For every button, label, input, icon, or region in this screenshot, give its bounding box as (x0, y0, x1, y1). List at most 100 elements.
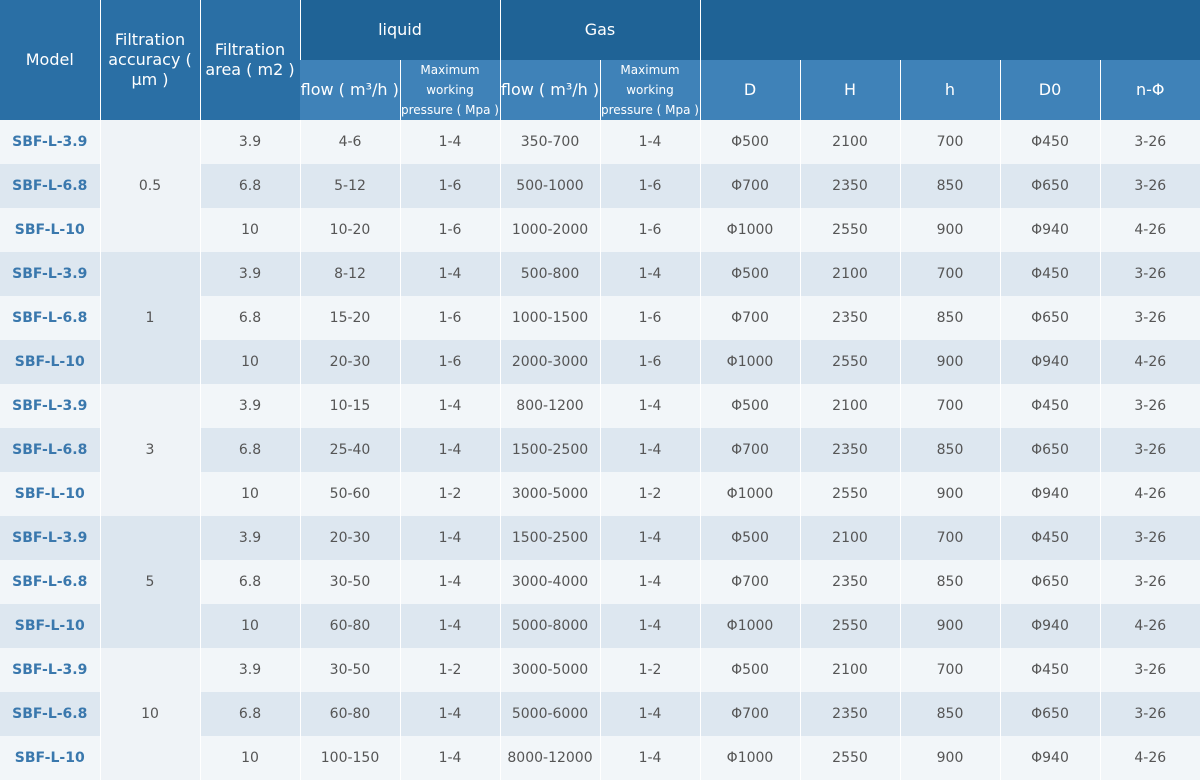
model-cell: SBF-L-3.9 (0, 384, 100, 428)
model-cell: SBF-L-10 (0, 736, 100, 780)
table-cell: 850 (899, 164, 1000, 208)
table-cell: 850 (899, 296, 1000, 340)
table-cell: 1-4 (399, 604, 500, 648)
table-cell: Φ450 (999, 648, 1100, 692)
table-cell: 1-6 (399, 340, 500, 384)
table-cell: 2550 (799, 736, 900, 780)
table-row: SBF-L-3.9 10 3.9 30-50 1-2 3000-5000 1-2 Φ500 21… (0, 648, 1200, 780)
model-cell: SBF-L-6.8 (0, 560, 100, 604)
model-cell: SBF-L-10 (0, 208, 100, 252)
model-cell: SBF-L-6.8 (0, 164, 100, 208)
table-cell: 1-4 (599, 120, 700, 164)
model-cell: SBF-L-10 (0, 340, 100, 384)
table-cell: 6.8 (199, 692, 300, 736)
model-cell: SBF-L-3.9 (0, 252, 100, 296)
table-cell: 4-26 (1099, 604, 1200, 648)
header-cell: Model (0, 0, 100, 120)
header-cell: Maximum working pressure ( Mpa ) (399, 60, 500, 120)
table-cell: 3-26 (1099, 164, 1200, 208)
table-cell: Φ700 (699, 428, 800, 472)
header-cell: flow ( m³/h ) (499, 60, 600, 120)
table-row: SBF-L-10 10 50-60 1-2 3000-5000 1-2 Φ1000 2550 9… (0, 472, 1200, 516)
table-cell: 1-4 (399, 428, 500, 472)
header-cell: liquid (299, 0, 500, 60)
table-cell: 850 (899, 692, 1000, 736)
header-row: Model Filtration accuracy ( μm ) Filtrat… (0, 0, 1200, 120)
table-cell: 1-4 (399, 120, 500, 164)
table-cell: 3000-5000 (499, 472, 600, 516)
table-cell: 1-6 (399, 296, 500, 340)
table-cell: 1-4 (399, 252, 500, 296)
table-cell: 3.9 (199, 648, 300, 692)
table-cell: Φ940 (999, 736, 1100, 780)
table-cell: 3-26 (1099, 560, 1200, 604)
table-cell: 900 (899, 472, 1000, 516)
table-cell: Φ1000 (699, 208, 800, 252)
table-cell: 1000-1500 (499, 296, 600, 340)
table-cell: 1-4 (599, 384, 700, 428)
table-cell: 850 (899, 428, 1000, 472)
table-cell: Φ940 (999, 208, 1100, 252)
table-cell: 2350 (799, 560, 900, 604)
table-cell: 10 (199, 472, 300, 516)
table-cell: 2350 (799, 428, 900, 472)
table-cell: 6.8 (199, 296, 300, 340)
table-cell: 3-26 (1099, 296, 1200, 340)
table-cell: Φ1000 (699, 472, 800, 516)
table-cell: Φ500 (699, 516, 800, 560)
table-cell: 700 (899, 516, 1000, 560)
table-cell: Φ1000 (699, 340, 800, 384)
table-cell: 4-26 (1099, 472, 1200, 516)
accuracy-cell: 10 (99, 648, 200, 780)
table-cell: 2100 (799, 384, 900, 428)
table-cell: 1-2 (599, 472, 700, 516)
table-cell: Φ1000 (699, 604, 800, 648)
header-cell: D (699, 60, 800, 120)
table-cell: 6.8 (199, 428, 300, 472)
table-cell: 10-15 (299, 384, 400, 428)
table-cell: 100-150 (299, 736, 400, 780)
header-cell: Filtration accuracy ( μm ) (99, 0, 200, 120)
table-row: SBF-L-3.9 1 3.9 8-12 1-4 500-800 1-4 Φ500 2100 70… (0, 252, 1200, 384)
table-cell: 3000-4000 (499, 560, 600, 604)
table-cell: 1-6 (599, 340, 700, 384)
table-cell: 4-6 (299, 120, 400, 164)
header-blank (699, 0, 1200, 60)
table-cell: Φ650 (999, 164, 1100, 208)
table-cell: 500-1000 (499, 164, 600, 208)
table-cell: Φ700 (699, 692, 800, 736)
table-row: SBF-L-3.9 5 3.9 20-30 1-4 1500-2500 1-4 Φ500 210… (0, 516, 1200, 648)
table-cell: Φ940 (999, 340, 1100, 384)
table-cell: 1500-2500 (499, 428, 600, 472)
table-cell: 1-2 (599, 648, 700, 692)
table-cell: Φ940 (999, 604, 1100, 648)
table-cell: 1-6 (399, 208, 500, 252)
table-cell: 4-26 (1099, 208, 1200, 252)
header-cell: D0 (999, 60, 1100, 120)
header-cell: H (799, 60, 900, 120)
accuracy-cell: 1 (99, 252, 200, 384)
table-cell: 6.8 (199, 560, 300, 604)
table-cell: 5000-8000 (499, 604, 600, 648)
table-cell: 10-20 (299, 208, 400, 252)
table-cell: 1000-2000 (499, 208, 600, 252)
table-cell: 2550 (799, 340, 900, 384)
table-cell: 20-30 (299, 340, 400, 384)
table-cell: 2100 (799, 252, 900, 296)
model-cell: SBF-L-6.8 (0, 692, 100, 736)
table-cell: Φ500 (699, 252, 800, 296)
table-cell: 1-4 (599, 604, 700, 648)
table-cell: 2350 (799, 164, 900, 208)
model-cell: SBF-L-10 (0, 604, 100, 648)
table-cell: 850 (899, 560, 1000, 604)
accuracy-cell: 0.5 (99, 120, 200, 252)
table-cell: Φ700 (699, 296, 800, 340)
table-cell: 6.8 (199, 164, 300, 208)
table-cell: 900 (899, 340, 1000, 384)
table-cell: 60-80 (299, 604, 400, 648)
header-row: flow ( m³/h ) Maximum working pressure (… (0, 60, 1200, 120)
table-cell: 2350 (799, 296, 900, 340)
table-cell: 1-4 (399, 692, 500, 736)
table-cell: Φ650 (999, 692, 1100, 736)
